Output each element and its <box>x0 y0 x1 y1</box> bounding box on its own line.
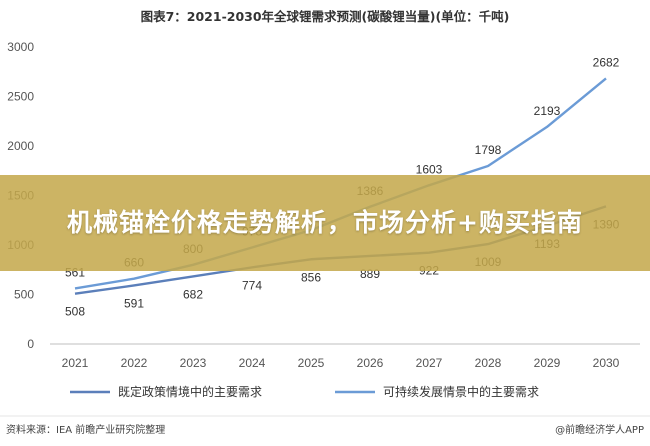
data-label: 2682 <box>593 55 620 69</box>
watermark-text: @前瞻经济学人APP <box>555 423 644 436</box>
banner-title[interactable]: 机械锚栓价格走势解析，市场分析+购买指南 <box>67 208 583 237</box>
data-label: 1603 <box>416 162 443 176</box>
data-label: 2193 <box>534 104 561 118</box>
x-tick-label: 2026 <box>357 356 384 370</box>
x-tick-label: 2024 <box>239 356 266 370</box>
x-tick-label: 2021 <box>62 356 89 370</box>
y-tick-label: 2000 <box>7 139 34 153</box>
y-tick-label: 0 <box>27 337 34 351</box>
data-label: 682 <box>183 287 203 301</box>
x-tick-label: 2022 <box>121 356 148 370</box>
data-label: 856 <box>301 270 321 284</box>
x-tick-label: 2027 <box>416 356 443 370</box>
legend-label-1: 既定政策情境中的主要需求 <box>118 384 262 399</box>
data-label: 508 <box>65 305 85 319</box>
x-tick-label: 2023 <box>180 356 207 370</box>
chart-title: 图表7：2021-2030年全球锂需求预测(碳酸锂当量)(单位：千吨) <box>141 9 510 24</box>
data-label: 774 <box>242 278 262 292</box>
source-text: 资料来源：IEA 前瞻产业研究院整理 <box>6 423 165 436</box>
overlay-banner[interactable]: 机械锚栓价格走势解析，市场分析+购买指南 <box>0 175 650 271</box>
legend-label-2: 可持续发展情景中的主要需求 <box>383 384 539 399</box>
data-label: 1798 <box>475 143 502 157</box>
x-tick-label: 2028 <box>475 356 502 370</box>
data-label: 591 <box>124 296 144 310</box>
y-tick-label: 2500 <box>7 90 34 104</box>
y-tick-label: 500 <box>14 288 34 302</box>
x-tick-label: 2030 <box>593 356 620 370</box>
x-tick-label: 2025 <box>298 356 325 370</box>
x-tick-label: 2029 <box>534 356 561 370</box>
y-tick-label: 3000 <box>7 40 34 54</box>
